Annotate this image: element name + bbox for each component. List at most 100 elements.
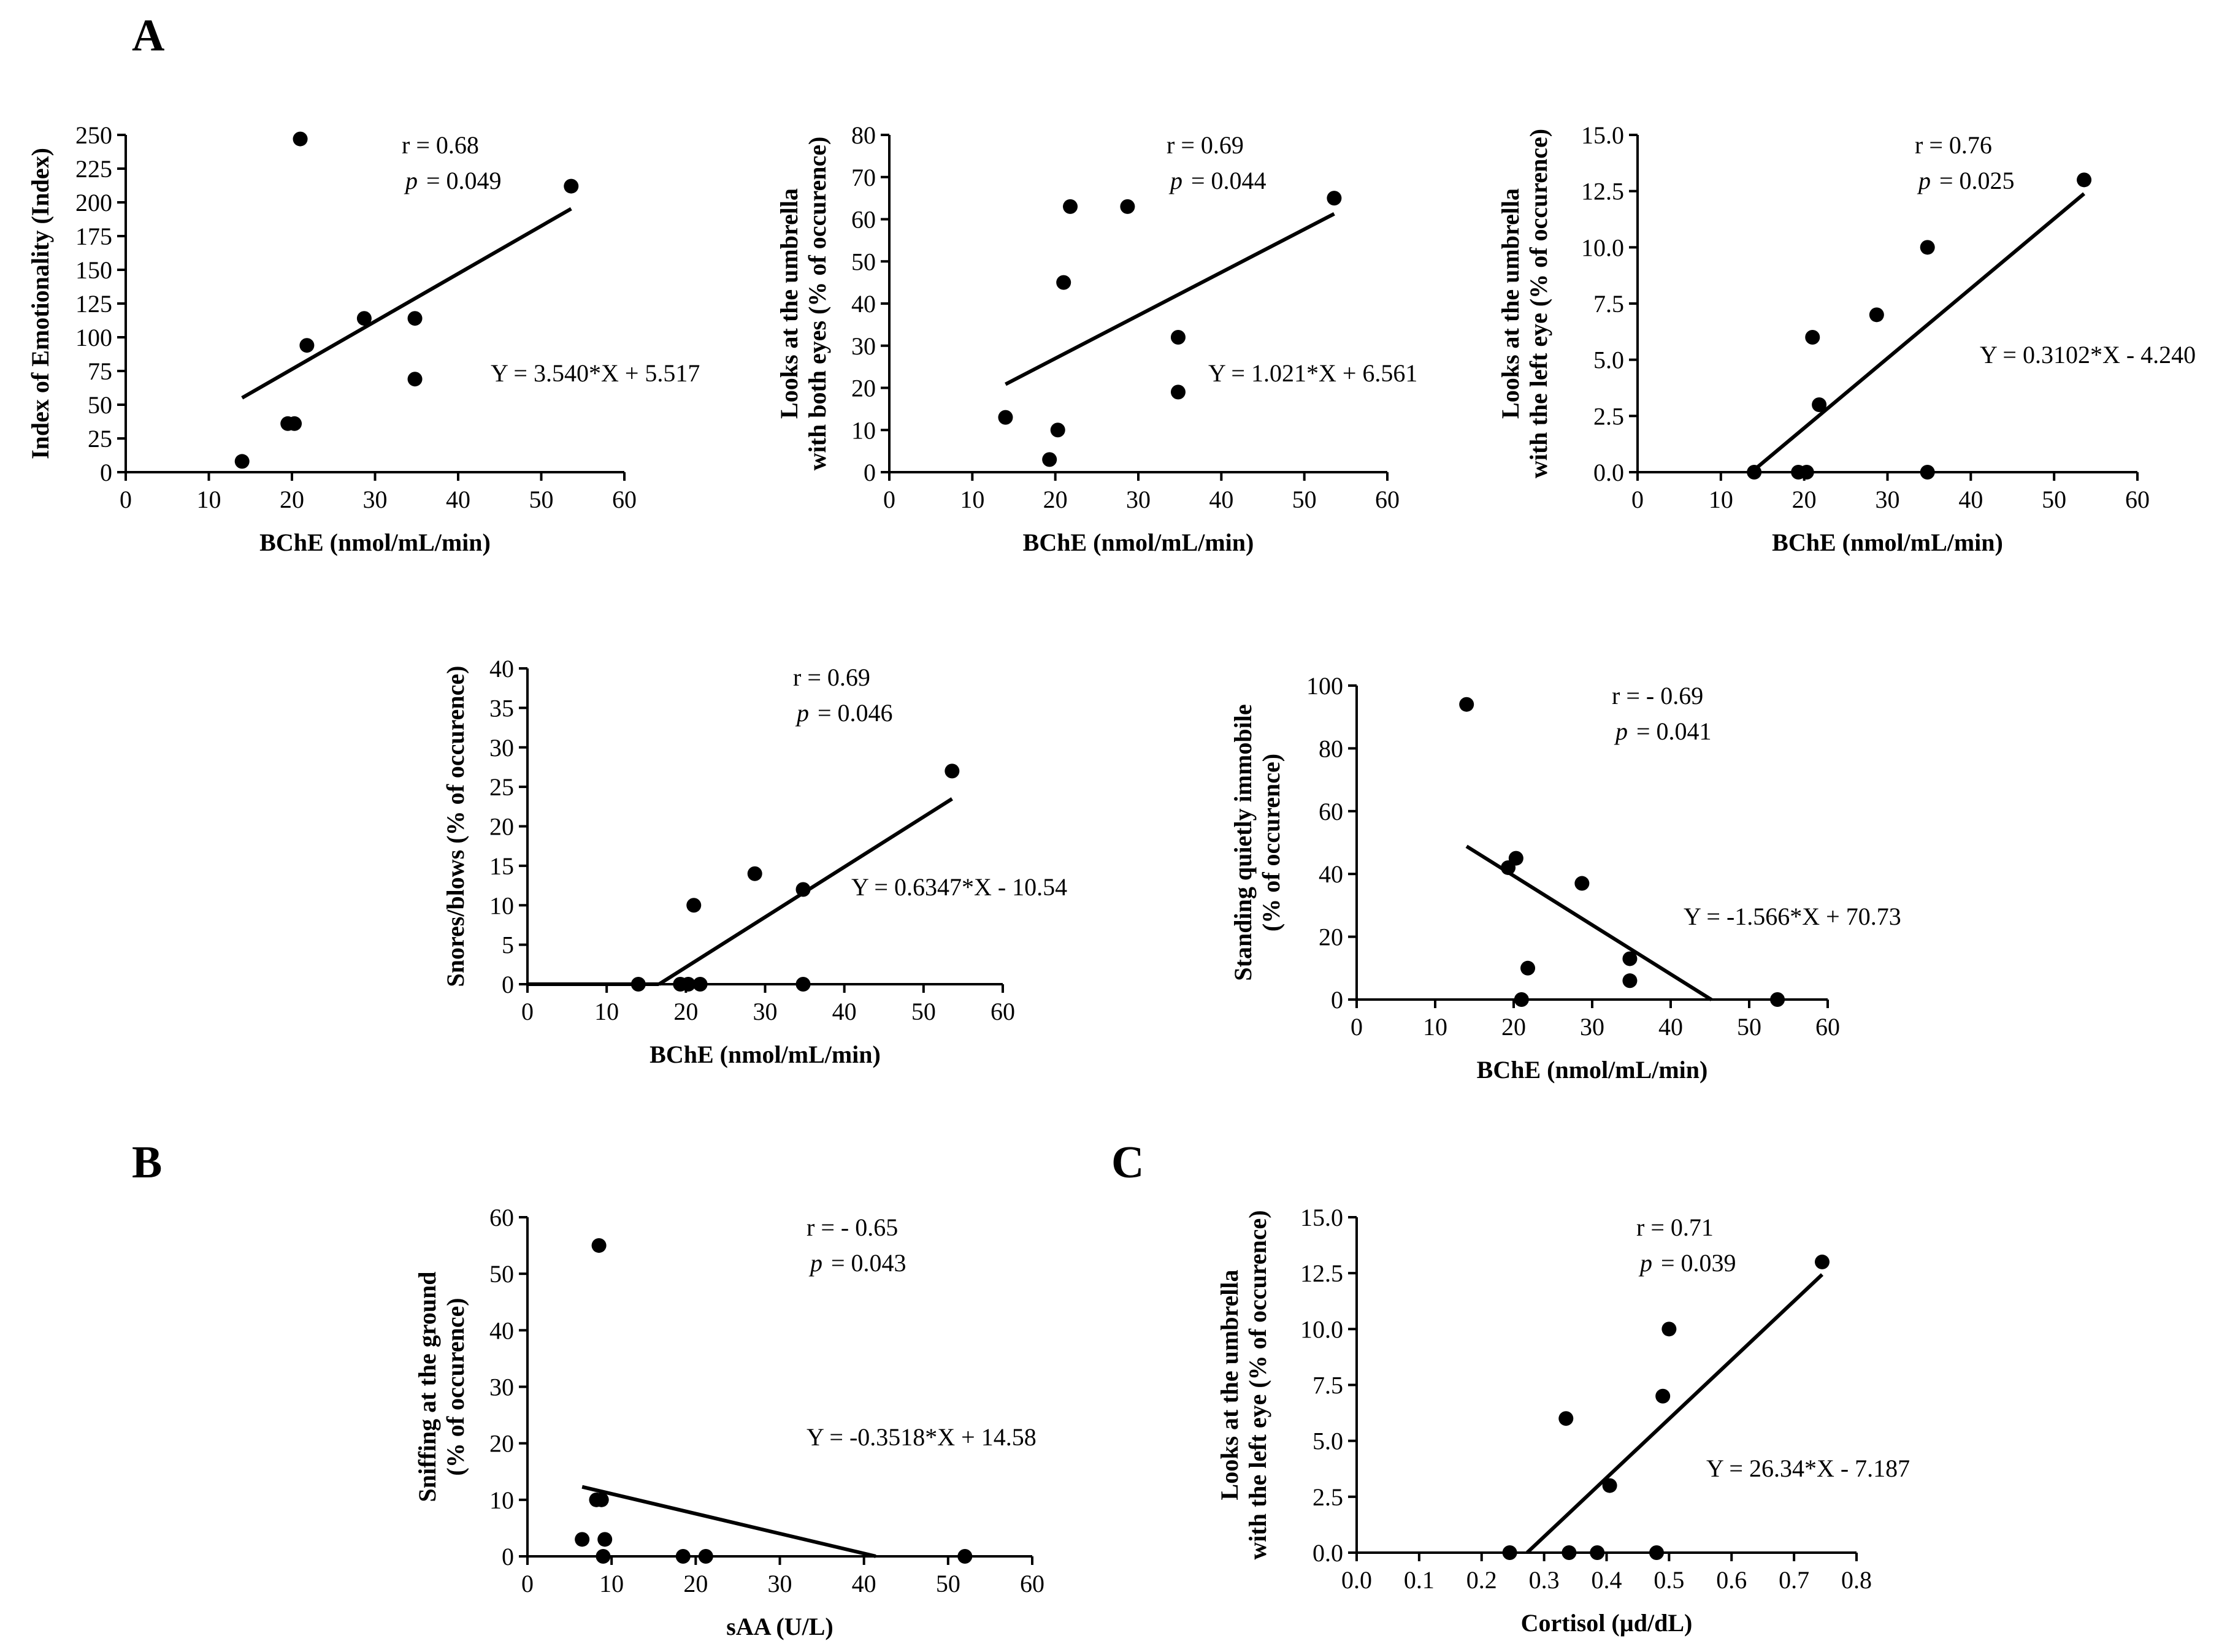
regression-line	[1750, 192, 2085, 474]
y-tick-label: 25	[88, 425, 112, 453]
data-point	[1042, 452, 1057, 467]
data-point	[1770, 992, 1785, 1007]
y-tick-label: 225	[75, 155, 112, 183]
p-number: = 0.039	[1661, 1249, 1736, 1277]
x-tick-label: 30	[753, 998, 778, 1025]
y-tick-label: 7.5	[1313, 1372, 1343, 1399]
x-axis-label: BChE (nmol/mL/min)	[1477, 1056, 1708, 1084]
data-point	[957, 1549, 973, 1564]
y-tick-label: 50	[489, 1260, 514, 1288]
data-point	[1502, 1545, 1517, 1560]
r-value: r = - 0.69	[1612, 682, 1703, 709]
data-point	[1622, 973, 1638, 989]
data-point	[407, 311, 423, 326]
panel-letter-c: C	[1111, 1138, 1144, 1188]
data-point	[594, 1492, 609, 1507]
x-axis-label: sAA (U/L)	[726, 1613, 833, 1640]
y-tick-label: 2.5	[1313, 1483, 1343, 1511]
data-point	[1508, 851, 1523, 866]
p-number: = 0.043	[831, 1249, 906, 1277]
r-value: r = - 0.65	[807, 1214, 898, 1241]
x-tick-label: 60	[1020, 1570, 1044, 1597]
y-axis-label: with the left eye (% of occurence)	[1525, 129, 1552, 478]
y-axis-label: Looks at the umbrella	[1216, 1270, 1243, 1501]
p-number: = 0.049	[426, 167, 502, 194]
data-point	[1661, 1321, 1677, 1337]
y-tick-label: 40	[489, 655, 514, 683]
data-point	[407, 372, 423, 387]
p-value: p = 0.049	[404, 167, 502, 194]
regression-line	[241, 207, 572, 400]
x-tick-label: 50	[936, 1570, 960, 1597]
y-tick-label: 20	[489, 1430, 514, 1458]
data-point	[1170, 330, 1186, 345]
x-tick-label: 40	[446, 486, 470, 513]
p-symbol: p	[808, 1249, 822, 1277]
chart-6: 0 10 20 30 40 50 60 0 10 20 30 40 50 60 sAA (U/L) Sniff…	[413, 1204, 1044, 1640]
p-value: p = 0.046	[795, 699, 893, 727]
regression-equation: Y = 0.6347*X - 10.54	[851, 873, 1067, 901]
p-number: = 0.041	[1636, 717, 1712, 745]
regression-equation: Y = 1.021*X + 6.561	[1208, 359, 1417, 387]
chart-5: 0 10 20 30 40 50 60 0 20 40 60 80 100 BChE (nmol/mL/m…	[1229, 672, 1901, 1084]
y-axis-label: Looks at the umbrella	[775, 188, 803, 419]
y-tick-label: 50	[851, 248, 876, 275]
p-symbol: p	[1168, 167, 1182, 194]
regression-line	[1526, 1273, 1824, 1554]
x-tick-label: 0	[1631, 486, 1644, 513]
p-symbol: p	[1917, 167, 1931, 194]
x-tick-label: 10	[594, 998, 619, 1025]
x-tick-label: 60	[991, 998, 1015, 1025]
p-number: = 0.046	[818, 699, 893, 727]
x-tick-label: 10	[197, 486, 221, 513]
data-point	[1050, 423, 1065, 438]
chart-7: 0.0 0.1 0.2 0.3 0.4 0.5 0.6 0.7 0.8 0.0 2.5 5.0 7.5 1…	[1216, 1204, 1910, 1637]
y-tick-label: 80	[1319, 735, 1343, 762]
x-tick-label: 0	[521, 998, 534, 1025]
y-tick-label: 60	[489, 1204, 514, 1231]
x-tick-label: 10	[1709, 486, 1733, 513]
x-tick-label: 20	[683, 1570, 708, 1597]
data-point	[1869, 307, 1884, 323]
p-number: = 0.044	[1191, 167, 1267, 194]
data-point	[1799, 465, 1814, 480]
y-axis-label: Looks at the umbrella	[1496, 188, 1524, 419]
y-tick-label: 40	[1319, 860, 1343, 888]
x-tick-label: 60	[612, 486, 637, 513]
y-tick-label: 5.0	[1313, 1428, 1343, 1455]
y-tick-label: 35	[489, 694, 514, 722]
x-tick-label: 40	[1658, 1013, 1683, 1041]
y-tick-label: 10.0	[1581, 234, 1624, 261]
data-point	[1920, 465, 1935, 480]
y-tick-label: 250	[75, 121, 112, 149]
data-point	[630, 977, 646, 992]
x-tick-label: 30	[363, 486, 388, 513]
data-point	[698, 1549, 713, 1564]
x-tick-label: 60	[1375, 486, 1400, 513]
r-value: r = 0.69	[793, 663, 870, 691]
p-value: p = 0.044	[1168, 167, 1267, 194]
y-tick-label: 0	[502, 1543, 514, 1570]
data-point	[1170, 384, 1186, 400]
data-point	[795, 977, 811, 992]
x-tick-label: 0	[120, 486, 132, 513]
y-tick-label: 20	[851, 375, 876, 402]
y-tick-label: 0.0	[1313, 1539, 1343, 1567]
data-point	[795, 882, 811, 897]
data-point	[234, 454, 250, 469]
data-point	[1649, 1545, 1664, 1560]
panel-letter-b: B	[132, 1138, 162, 1188]
regression-equation: Y = 26.34*X - 7.187	[1706, 1455, 1910, 1482]
data-point	[1562, 1545, 1577, 1560]
y-tick-label: 0.0	[1593, 459, 1624, 486]
chart-4: 0 10 20 30 40 50 60 0 5 10 15 20 25 30 35 40 BChE (nmol/…	[442, 655, 1067, 1068]
data-point	[1590, 1545, 1605, 1560]
data-point	[1814, 1254, 1830, 1269]
x-tick-label: 0.0	[1341, 1566, 1372, 1594]
regression-line	[581, 1485, 876, 1558]
x-tick-label: 50	[529, 486, 554, 513]
p-value: p = 0.039	[1638, 1249, 1736, 1277]
data-point	[1574, 876, 1590, 891]
y-tick-label: 60	[1319, 798, 1343, 825]
y-axis-label: Standing quietly immobile	[1229, 704, 1257, 981]
